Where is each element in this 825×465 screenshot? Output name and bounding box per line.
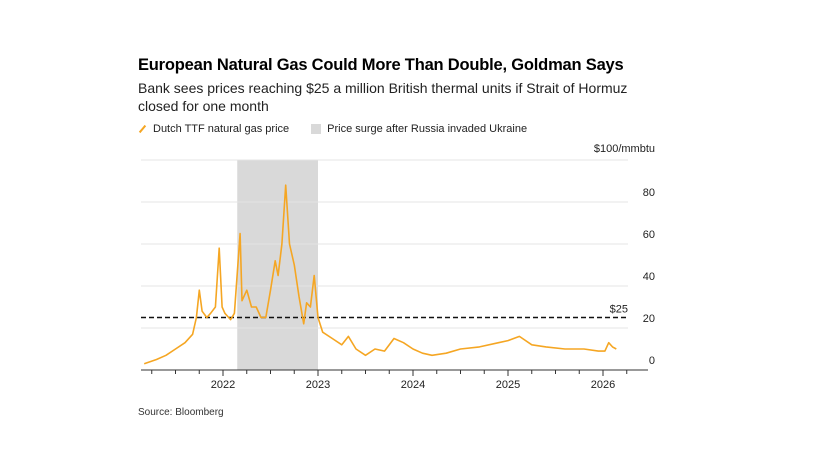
x-tick-label: 2026 <box>591 379 615 391</box>
reference-line-label: $25 <box>610 304 628 316</box>
chart-title: European Natural Gas Could More Than Dou… <box>138 56 624 74</box>
y-axis-unit-label: $100/mmbtu <box>594 143 655 155</box>
y-tick-label: 20 <box>643 313 655 325</box>
y-tick-label: 60 <box>643 229 655 241</box>
source-note: Source: Bloomberg <box>138 407 224 418</box>
legend-shade-label: Price surge after Russia invaded Ukraine <box>327 123 528 135</box>
legend-shade-swatch <box>311 124 322 134</box>
series-line <box>143 184 617 365</box>
legend: Dutch TTF natural gas price Price surge … <box>138 123 527 135</box>
y-tick-label: 0 <box>649 355 655 367</box>
chart-subtitle: Bank sees prices reaching $25 a million … <box>138 80 628 114</box>
chart-card <box>128 44 663 430</box>
y-tick-label: 40 <box>643 271 655 283</box>
y-tick-label: 80 <box>643 187 655 199</box>
x-tick-label: 2025 <box>496 379 520 391</box>
shaded-region <box>237 160 318 370</box>
x-tick-label: 2022 <box>211 379 235 391</box>
legend-series-label: Dutch TTF natural gas price <box>153 123 290 135</box>
x-tick-label: 2023 <box>306 379 330 391</box>
x-tick-label: 2024 <box>401 379 425 391</box>
